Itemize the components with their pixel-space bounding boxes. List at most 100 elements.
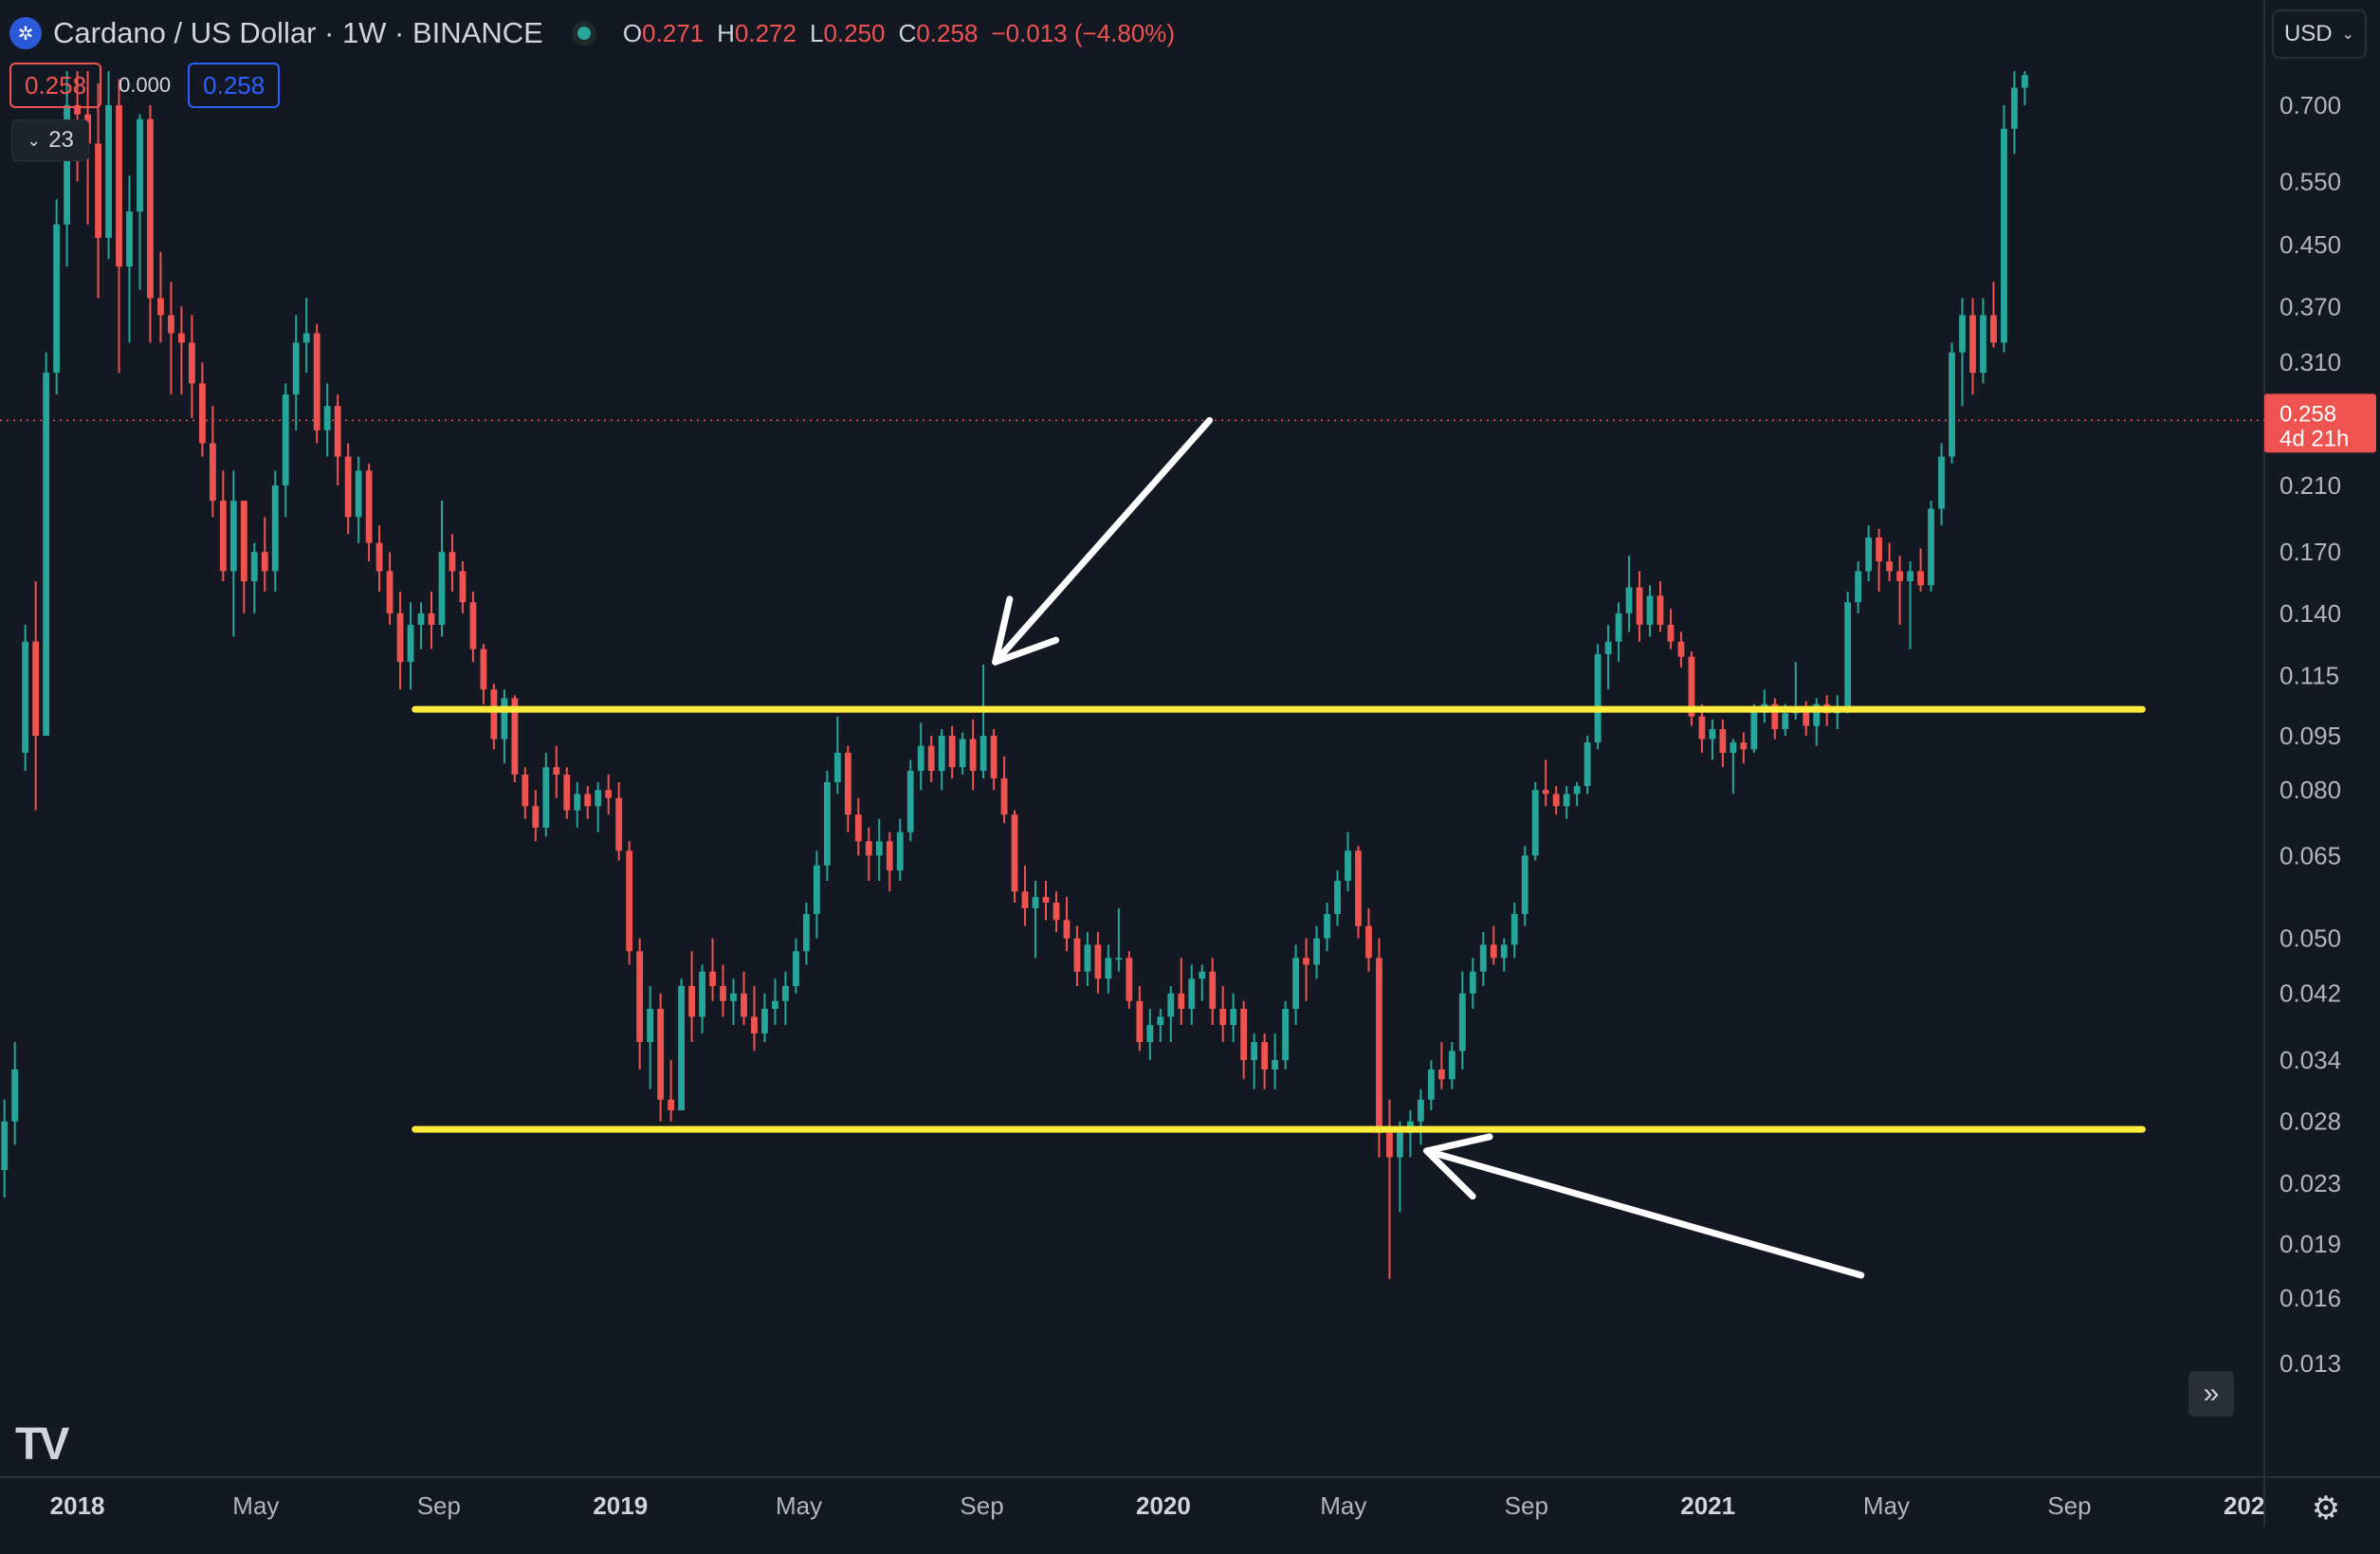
candle [501, 689, 508, 764]
candle [459, 561, 467, 613]
sell-button[interactable]: 0.258 [9, 63, 102, 108]
candle [793, 938, 799, 994]
candle [147, 105, 154, 343]
candle [1105, 944, 1112, 994]
candle-body [959, 739, 966, 768]
candle-body [428, 612, 435, 625]
price-tick-label: 0.370 [2279, 292, 2341, 320]
market-status-icon[interactable] [571, 21, 596, 46]
candle-body [699, 971, 705, 1017]
annotation-arrow[interactable] [1423, 1133, 1865, 1279]
candle-body [1292, 958, 1299, 1009]
candle-body [1448, 1051, 1455, 1080]
candle-body [823, 781, 831, 866]
candle [574, 781, 581, 828]
candle [1531, 781, 1539, 861]
candle-body [32, 641, 40, 736]
candle [1500, 938, 1508, 972]
candle [1, 1099, 9, 1198]
candle-body [751, 1016, 758, 1033]
candle [178, 306, 185, 395]
price-tick-label: 0.023 [2279, 1169, 2341, 1197]
trade-prices: 0.258 0.000 0.258 [9, 63, 281, 108]
candle [1980, 298, 1986, 384]
arrow-head [992, 595, 1014, 666]
candle-body [1427, 1070, 1435, 1100]
candle-body [2021, 75, 2028, 88]
candle [1469, 958, 1476, 1009]
candle [813, 850, 820, 939]
candle [823, 771, 831, 881]
candle [1324, 902, 1330, 952]
symbol-title[interactable]: Cardano / US Dollar · 1W · BINANCE [53, 16, 543, 49]
candle-body [1865, 537, 1873, 572]
candle [1126, 951, 1133, 1009]
candle [1688, 651, 1695, 726]
buy-button[interactable]: 0.258 [188, 63, 281, 108]
annotation-arrow[interactable] [992, 416, 1214, 666]
cardano-icon[interactable]: ✲ [9, 17, 42, 49]
candle [927, 735, 935, 782]
candle [1063, 897, 1071, 952]
candle-body [53, 224, 61, 374]
candle [1896, 556, 1904, 625]
candle-body [1437, 1070, 1445, 1080]
candle-body [668, 1099, 675, 1111]
candle-body [229, 501, 237, 572]
candle-body [1386, 1132, 1393, 1158]
price-tick-label: 0.210 [2279, 471, 2341, 500]
candle [969, 719, 977, 791]
candle-body [1646, 595, 1654, 625]
candle-body [1126, 958, 1133, 1001]
candle-body [126, 211, 133, 267]
candle-body [833, 752, 841, 782]
horizontal-levels[interactable] [412, 705, 2146, 1133]
settings-button[interactable]: ⚙ [2302, 1485, 2350, 1532]
currency-button[interactable]: USD ⌄ [2272, 9, 2367, 59]
time-tick-label: 2019 [593, 1491, 648, 1520]
candle-body [1011, 814, 1018, 892]
candle-body [1053, 902, 1060, 921]
arrow-head [1423, 1147, 1476, 1200]
candle-body [875, 841, 883, 856]
ohlc-open: O0.271 [622, 18, 705, 47]
candle-body [553, 767, 560, 775]
candle-body [1000, 777, 1008, 815]
current-price-badge-bg [2264, 393, 2376, 453]
price-axis[interactable]: 0.700 0.550 0.450 0.370 0.310 0.210 0.170 0.140… [2264, 91, 2376, 1378]
candle-body [43, 373, 50, 736]
candle [282, 383, 289, 518]
candle-body [522, 774, 529, 807]
candle [782, 971, 789, 1026]
candle-body [459, 571, 467, 603]
candle [1376, 938, 1382, 1158]
annotation-arrows[interactable] [992, 416, 1865, 1279]
candle [1730, 739, 1737, 795]
candle-body [375, 542, 383, 572]
scroll-to-realtime-button[interactable]: » [2188, 1371, 2234, 1417]
candle-body [927, 745, 935, 772]
candle-body [1657, 595, 1664, 625]
candle-body [64, 105, 71, 225]
candle-body [1479, 944, 1487, 972]
candle [2021, 71, 2028, 106]
candle-body [250, 552, 258, 581]
candle-body [1324, 914, 1330, 939]
candle [1855, 561, 1862, 613]
candle-body [1490, 944, 1497, 959]
candle-body [1021, 891, 1029, 908]
candle-body [147, 119, 154, 299]
tradingview-logo[interactable]: TV [15, 1419, 69, 1470]
candle-body [2011, 87, 2018, 129]
candle [1230, 993, 1237, 1043]
time-tick-label: Sep [960, 1491, 1003, 1520]
current-price-value: 0.258 [2279, 401, 2336, 427]
candle-body [1584, 742, 1591, 787]
candle-body [990, 735, 998, 778]
candle-body [854, 814, 862, 842]
indicators-toggle-button[interactable]: ⌄ 23 [11, 119, 89, 161]
time-axis[interactable]: 2018 May Sep 2019 May Sep 2020 May Sep 2021 May Sep… [50, 1478, 2380, 1527]
